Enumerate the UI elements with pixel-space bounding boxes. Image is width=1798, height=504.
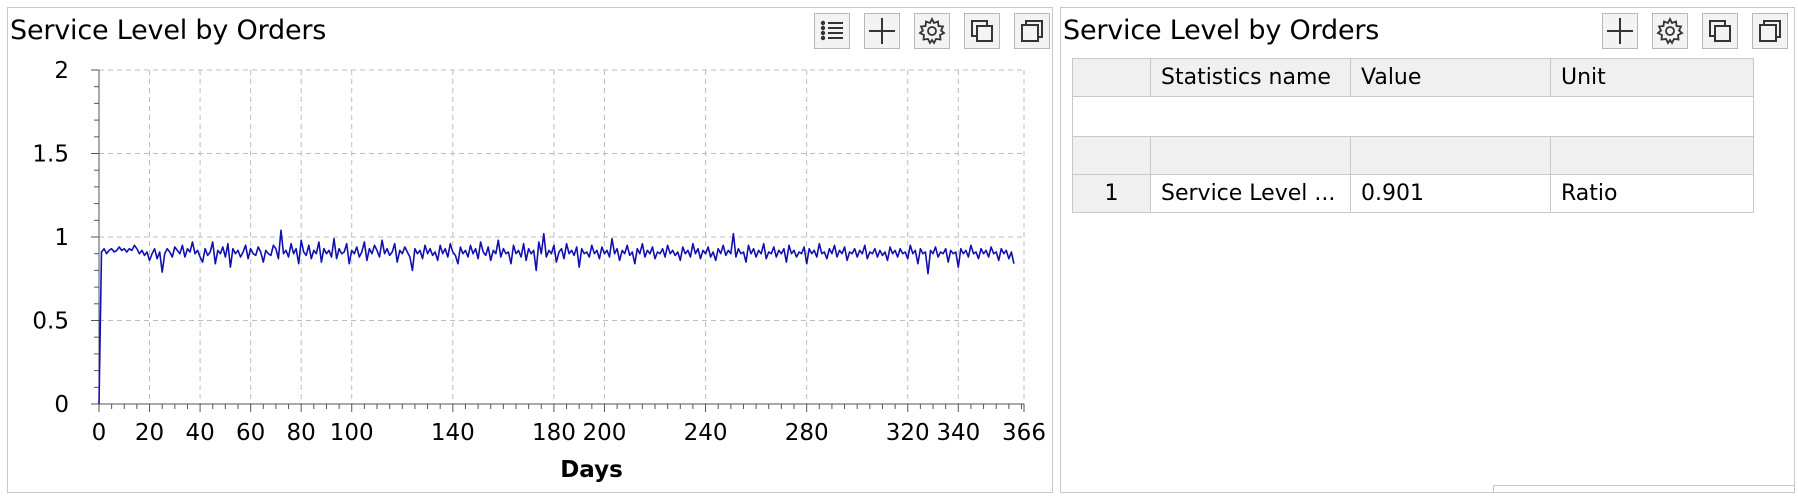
copy-button[interactable] (964, 13, 1000, 49)
copy-icon (971, 20, 993, 42)
x-axis-title: Days (560, 457, 623, 483)
chart-panel: 0 20 40 60 80 100 140 180 200 240 280 320 340 366 0 0.5… (7, 7, 1053, 493)
line-chart: 0 20 40 60 80 100 140 180 200 240 280 320 340 366 0 0.5… (32, 58, 1046, 483)
filter-cell-statistics-name[interactable] (1150, 136, 1351, 175)
statistics-table: Statistics name Value Unit 1 Service Lev… (1072, 58, 1754, 213)
statistics-panel-title: Service Level by Orders (1063, 15, 1380, 46)
copy-button[interactable] (1702, 13, 1738, 49)
x-tick-label: 280 (785, 420, 829, 446)
add-plus-icon (869, 18, 895, 44)
series-line (98, 229, 1015, 405)
add-plus-icon (1607, 18, 1633, 44)
add-button[interactable] (864, 13, 900, 49)
y-tick-label: 1.5 (32, 142, 69, 168)
table-row[interactable]: 1 Service Level ... 0.901 Ratio (1072, 174, 1754, 213)
y-tick-label: 0 (54, 392, 69, 418)
filter-corner (1072, 136, 1151, 175)
chart-toolbar (814, 13, 1050, 49)
add-button[interactable] (1602, 13, 1638, 49)
maximize-button[interactable] (1014, 13, 1050, 49)
x-tick-label: 320 (886, 420, 930, 446)
y-tick-label: 0.5 (32, 309, 69, 335)
settings-gear-icon (918, 17, 946, 45)
maximize-icon (1021, 20, 1043, 42)
y-tick-label: 1 (54, 225, 69, 251)
statistics-toolbar (1602, 13, 1788, 49)
row-header-corner[interactable] (1072, 58, 1151, 97)
x-tick-label: 140 (431, 420, 475, 446)
maximize-icon (1759, 20, 1781, 42)
settings-gear-icon (1656, 17, 1684, 45)
x-tick-label: 200 (583, 420, 627, 446)
chart-panel-title: Service Level by Orders (10, 15, 327, 46)
y-tick-label: 2 (54, 58, 69, 84)
x-tick-label: 240 (684, 420, 728, 446)
copy-icon (1709, 20, 1731, 42)
filter-cell-unit[interactable] (1550, 136, 1754, 175)
cell-statistics-name[interactable]: Service Level ... (1150, 174, 1351, 213)
settings-button[interactable] (1652, 13, 1688, 49)
maximize-button[interactable] (1752, 13, 1788, 49)
column-header-statistics-name[interactable]: Statistics name (1150, 58, 1351, 97)
cell-unit[interactable]: Ratio (1550, 174, 1754, 213)
horizontal-scrollbar[interactable] (1493, 485, 1794, 492)
x-tick-label: 40 (185, 420, 214, 446)
legend-list-icon (820, 20, 843, 41)
x-tick-label: 60 (236, 420, 265, 446)
table-caption (1072, 96, 1754, 137)
column-header-value[interactable]: Value (1350, 58, 1551, 97)
x-tick-label: 340 (936, 420, 980, 446)
x-tick-label: 366 (1002, 420, 1046, 446)
table-caption-row (1072, 96, 1754, 137)
column-header-unit[interactable]: Unit (1550, 58, 1754, 97)
x-tick-label: 0 (92, 420, 107, 446)
filter-row (1072, 136, 1754, 175)
table-header-row: Statistics name Value Unit (1072, 58, 1754, 97)
statistics-panel: Service Level by Orders (1060, 7, 1795, 493)
row-number: 1 (1072, 174, 1151, 213)
cell-value[interactable]: 0.901 (1350, 174, 1551, 213)
x-tick-label: 20 (135, 420, 164, 446)
x-tick-label: 100 (330, 420, 374, 446)
settings-button[interactable] (914, 13, 950, 49)
legend-list-button[interactable] (814, 13, 850, 49)
filter-cell-value[interactable] (1350, 136, 1551, 175)
x-tick-label: 80 (287, 420, 316, 446)
x-tick-label: 180 (532, 420, 576, 446)
